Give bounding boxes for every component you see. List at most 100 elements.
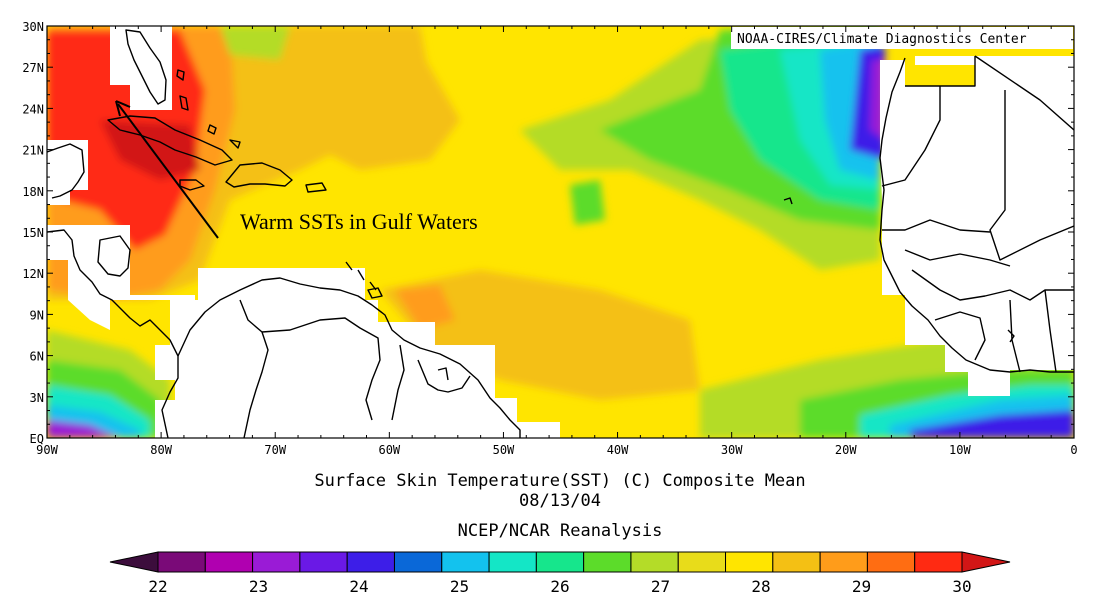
colorbar-end-high <box>961 551 1011 573</box>
colorbar-label: 24 <box>349 577 368 596</box>
coast-south-america-inland-1 <box>239 299 269 438</box>
colorbar-label: 22 <box>148 577 167 596</box>
lat-label: 30N <box>22 20 44 34</box>
border-africa-5 <box>911 269 1074 301</box>
lon-label: 40W <box>607 443 629 457</box>
colorbar-swatch <box>252 551 301 573</box>
colorbar-swatch <box>204 551 254 573</box>
border-africa-1 <box>881 56 976 187</box>
colorbar-label: 27 <box>651 577 670 596</box>
colorbar-swatch <box>488 551 537 573</box>
lat-label: 21N <box>22 144 44 158</box>
coast-hispaniola <box>225 162 293 188</box>
lat-label: 6N <box>30 350 44 364</box>
lon-label: 70W <box>264 443 286 457</box>
land-africa <box>880 56 1074 396</box>
colorbar-swatch <box>299 551 348 573</box>
colorbar-labels: 22 23 24 25 26 27 28 29 30 <box>148 577 971 596</box>
border-africa-3 <box>989 90 1074 261</box>
coast-bahamas-1 <box>176 69 185 81</box>
lat-label: 3N <box>30 391 44 405</box>
caption-line-3: NCEP/NCAR Reanalysis <box>458 521 663 541</box>
colorbar-swatch <box>819 551 868 573</box>
coast-africa-lake <box>1007 329 1015 343</box>
annotation-text: Warm SSTs in Gulf Waters <box>240 209 478 234</box>
lon-label: 30W <box>721 443 743 457</box>
caption-line-2: 08/13/04 <box>519 491 601 511</box>
sst-purple-sw <box>47 420 120 438</box>
lon-label: 80W <box>150 443 172 457</box>
coast-south-america-inland-3 <box>391 344 405 421</box>
colorbar-swatch <box>393 551 443 573</box>
coast-florida <box>125 29 167 105</box>
longitude-axis: 90W 80W 70W 60W 50W 40W 30W 20W 10W 0 <box>36 26 1078 457</box>
caption-line-1: Surface Skin Temperature(SST) (C) Compos… <box>314 471 805 491</box>
coast-bahamas-3 <box>207 124 217 135</box>
annotation: Warm SSTs in Gulf Waters <box>115 100 478 239</box>
lat-label: 12N <box>22 267 44 281</box>
colorbar-swatch <box>630 551 679 573</box>
coast-bahamas-2 <box>179 95 189 111</box>
annotation-arrow-head <box>115 100 131 117</box>
coast-guianas <box>417 359 471 393</box>
land-south-america <box>155 268 560 438</box>
coastlines <box>47 29 1074 438</box>
colorbar-label: 30 <box>952 577 971 596</box>
coast-lesser-antilles <box>345 261 377 291</box>
lat-label: 15N <box>22 226 44 240</box>
land-florida <box>110 26 172 110</box>
colorbar-swatch <box>677 551 727 573</box>
lon-label: 90W <box>36 443 58 457</box>
lon-label: 0 <box>1070 443 1077 457</box>
border-africa-2 <box>974 55 1074 131</box>
colorbar-label: 29 <box>852 577 871 596</box>
lon-label: 60W <box>378 443 400 457</box>
lat-label: 18N <box>22 185 44 199</box>
lon-label: 20W <box>835 443 857 457</box>
latitude-axis: 30N 27N 24N 21N 18N 15N 12N 9N 6N 3N EQ <box>22 20 1074 446</box>
coast-guianas-2 <box>437 367 449 381</box>
land-mask <box>47 26 1074 438</box>
colorbar-swatch <box>725 551 774 573</box>
colorbar-swatch <box>583 551 632 573</box>
colorbar-swatch <box>441 551 490 573</box>
coast-south-america-inland-2 <box>261 317 381 421</box>
colorbar-swatch <box>157 551 206 573</box>
colorbar-label: 23 <box>249 577 268 596</box>
land-africa-top <box>915 56 975 65</box>
sst-blue-se <box>910 410 1074 438</box>
lon-label: 10W <box>949 443 971 457</box>
coast-africa <box>879 57 1074 373</box>
coast-bahamas-4 <box>229 139 241 149</box>
land-mexico <box>47 140 88 205</box>
coast-central-america <box>47 229 179 438</box>
coast-mexico <box>47 143 85 199</box>
lon-label: 50W <box>493 443 515 457</box>
land-central-america <box>47 225 195 345</box>
sst-darkred-cuba <box>100 120 200 180</box>
sst-orange-w <box>395 285 455 330</box>
colorbar-label: 25 <box>450 577 469 596</box>
colorbar-swatch <box>866 551 916 573</box>
coast-cape-verde <box>783 197 793 205</box>
colorbar <box>109 551 1011 573</box>
credit-text: NOAA-CIRES/Climate Diagnostics Center <box>737 32 1027 47</box>
coast-puerto-rico <box>305 182 327 193</box>
colorbar-swatch <box>914 551 963 573</box>
sst-gold-tropics <box>380 270 700 400</box>
coast-cuba <box>107 115 233 166</box>
lat-label: 9N <box>30 308 44 322</box>
lat-label: 27N <box>22 61 44 75</box>
colorbar-label: 26 <box>550 577 569 596</box>
colorbar-swatch <box>346 551 395 573</box>
colorbar-label: 28 <box>751 577 770 596</box>
annotation-arrow-shaft <box>117 103 219 239</box>
lat-label: 24N <box>22 102 44 116</box>
sst-gold-atlantic <box>300 50 460 170</box>
colorbar-swatch <box>535 551 585 573</box>
sst-green-spot <box>570 180 605 225</box>
border-africa-4 <box>882 219 1011 267</box>
coast-jamaica <box>179 179 205 191</box>
lat-label: EQ <box>30 432 44 446</box>
colorbar-swatch <box>772 551 821 573</box>
